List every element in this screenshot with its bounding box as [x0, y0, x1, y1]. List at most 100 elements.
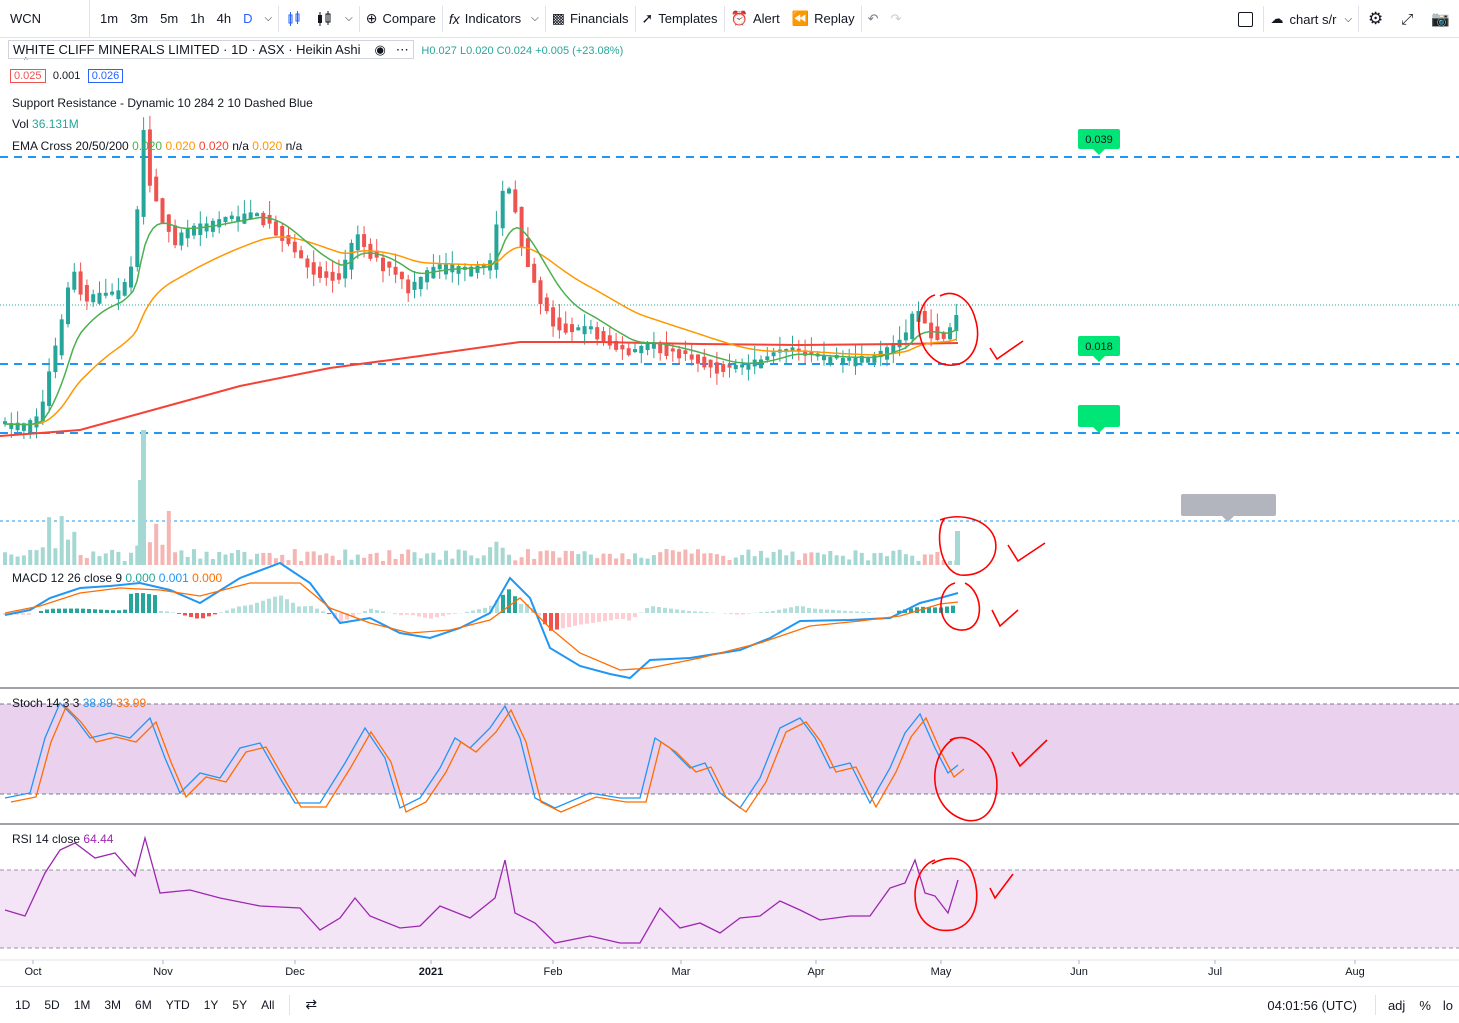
compare-button[interactable]: ⊕Compare: [360, 0, 442, 38]
percent-toggle[interactable]: %: [1419, 998, 1431, 1013]
volume-bar: [866, 560, 870, 565]
settings-button[interactable]: ⚙: [1359, 0, 1392, 38]
symbol-title-box[interactable]: WHITE CLIFF MINERALS LIMITED · 1D · ASX …: [8, 40, 414, 59]
candle-body: [557, 318, 561, 331]
fullscreen-button[interactable]: ⤢: [1392, 0, 1422, 38]
macd-histogram-bar: [507, 589, 511, 613]
rsi-legend[interactable]: RSI 14 close 64.44: [12, 832, 113, 846]
templates-button[interactable]: ➚Templates: [636, 0, 724, 38]
candle-body: [280, 226, 284, 241]
candle-body: [35, 416, 39, 427]
range-1y[interactable]: 1Y: [197, 998, 226, 1012]
alert-button[interactable]: ⏰Alert: [725, 0, 786, 38]
range-1d[interactable]: 1D: [8, 998, 37, 1012]
replay-label: Replay: [814, 11, 854, 26]
range-5d[interactable]: 5D: [37, 998, 66, 1012]
macd-histogram-bar: [249, 605, 253, 613]
macd-legend[interactable]: MACD 12 26 close 9 0.000 0.001 0.000: [12, 571, 222, 585]
macd-histogram-bar: [117, 610, 121, 613]
volume-legend[interactable]: Vol 36.131M: [12, 117, 79, 131]
symbol-search[interactable]: WCN: [0, 0, 90, 38]
redo-button[interactable]: ↷: [885, 0, 908, 38]
check-annotation[interactable]: [1008, 543, 1045, 561]
interval-5m[interactable]: 5m: [154, 0, 184, 38]
macd-histogram-bar: [789, 607, 793, 613]
range-5y[interactable]: 5Y: [225, 998, 254, 1012]
volume-bar: [173, 552, 177, 565]
resistance-tag-label: 0.039: [1085, 134, 1113, 146]
volume-bar: [791, 552, 795, 565]
check-annotation[interactable]: [992, 610, 1018, 626]
eye-icon[interactable]: ◉: [374, 42, 385, 57]
interval-1m[interactable]: 1m: [90, 0, 124, 38]
macd-histogram-bar: [363, 611, 367, 613]
volume-bar: [929, 554, 933, 565]
range-6m[interactable]: 6M: [128, 998, 159, 1012]
ask-price[interactable]: 0.026: [88, 69, 124, 83]
redo-icon: ↷: [891, 11, 902, 27]
circle-annotation[interactable]: [940, 517, 996, 575]
interval-label: D: [243, 11, 252, 26]
resistance-price-tag[interactable]: 0.039: [1078, 129, 1120, 155]
candle-body: [904, 332, 908, 340]
adj-toggle[interactable]: adj: [1388, 998, 1405, 1013]
chart-type-button[interactable]: [309, 0, 339, 38]
support-lower-price-tag[interactable]: [1078, 405, 1120, 433]
time-label: Jul: [1208, 966, 1222, 978]
undo-button[interactable]: ↶: [862, 0, 885, 38]
volume-bar: [425, 553, 429, 565]
macd-histogram-bar: [735, 613, 739, 615]
candle-body: [450, 264, 454, 272]
range-1m[interactable]: 1M: [67, 998, 98, 1012]
volume-bar: [898, 550, 902, 565]
interval-d[interactable]: D: [237, 0, 258, 38]
main-legend[interactable]: WHITE CLIFF MINERALS LIMITED · 1D · ASX …: [8, 42, 623, 58]
bid-price[interactable]: 0.025: [10, 69, 46, 83]
sr-legend[interactable]: Support Resistance - Dynamic 10 284 2 10…: [12, 96, 313, 110]
volume-bar: [79, 555, 83, 565]
volume-ma-tag[interactable]: [1181, 494, 1276, 522]
volume-bar: [608, 554, 612, 565]
macd-histogram-bar: [819, 609, 823, 613]
check-annotation[interactable]: [990, 341, 1023, 359]
interval-dropdown-icon[interactable]: ⌵: [259, 0, 279, 38]
gear-icon: ⚙: [1368, 9, 1383, 29]
financials-button[interactable]: ▩Financials: [546, 0, 635, 38]
more-icon[interactable]: ⋯: [396, 42, 409, 57]
indicators-label: Indicators: [465, 11, 521, 26]
clock[interactable]: 04:01:56 (UTC): [1267, 998, 1357, 1013]
range-ytd[interactable]: YTD: [159, 998, 197, 1012]
candle-body: [343, 260, 347, 279]
candle-body: [457, 266, 461, 274]
volume-bar: [431, 553, 435, 565]
volume-bar: [658, 552, 662, 565]
macd-histogram-bar: [933, 607, 937, 613]
candle-body: [318, 267, 322, 278]
interval-4h[interactable]: 4h: [211, 0, 237, 38]
ema-legend[interactable]: EMA Cross 20/50/200 0.020 0.020 0.020 n/…: [12, 139, 302, 153]
snapshot-button[interactable]: 📷: [1422, 0, 1459, 38]
candle-body: [123, 282, 127, 296]
volume-bar: [520, 557, 524, 565]
bar-style-button[interactable]: [279, 0, 309, 38]
stoch-legend[interactable]: Stoch 14 3 3 38.89 33.99: [12, 696, 146, 710]
volume-bar: [935, 552, 939, 565]
goto-date-icon[interactable]: ⇄: [298, 996, 324, 1013]
chart-type-dropdown-icon[interactable]: ⌵: [339, 0, 359, 38]
fullscreen-layout-button[interactable]: [1232, 0, 1263, 38]
layout-menu[interactable]: ☁chart s/r⌵: [1264, 0, 1358, 38]
ohlc-values: H0.027 L0.020 C0.024 +0.005 (+23.08%): [421, 45, 623, 57]
replay-button[interactable]: ⏪Replay: [786, 0, 861, 38]
circle-annotation[interactable]: [941, 583, 980, 630]
macd-histogram-bar: [741, 613, 745, 614]
interval-1h[interactable]: 1h: [184, 0, 210, 38]
log-toggle[interactable]: lo: [1443, 998, 1453, 1013]
range-all[interactable]: All: [254, 998, 281, 1012]
support-price-tag[interactable]: 0.018: [1078, 336, 1120, 362]
range-3m[interactable]: 3M: [97, 998, 128, 1012]
interval-3m[interactable]: 3m: [124, 0, 154, 38]
macd-histogram-bar: [447, 613, 451, 614]
